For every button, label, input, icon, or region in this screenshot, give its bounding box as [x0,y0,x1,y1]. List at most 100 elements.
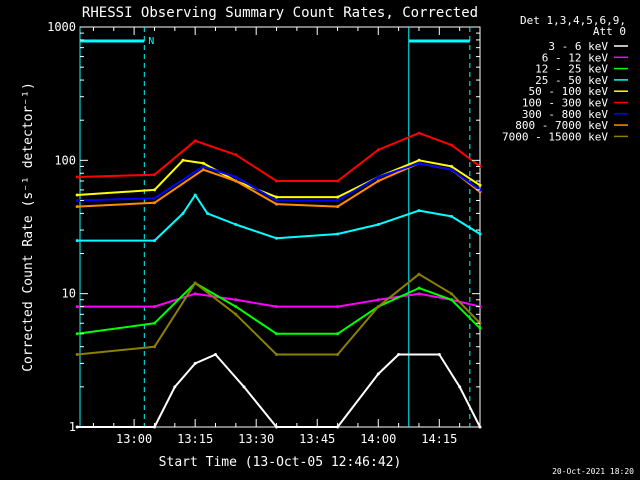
series-point [234,298,238,302]
series-point [153,201,156,205]
series-point [234,175,238,179]
series-point [275,199,278,202]
series-point [275,353,278,356]
chart-title: RHESSI Observing Summary Count Rates, Co… [82,5,478,21]
series-point [376,175,380,179]
legend-label: 6 - 12 keV [542,51,609,64]
axes: 1 10 100 1000 13:00 13:15 13:30 13:45 14:00 14:15 [47,20,481,446]
series-point [193,193,197,197]
series-point [336,195,340,199]
series-point [242,385,246,389]
series-point [458,385,462,389]
series-point [336,199,340,202]
legend-label: 3 - 6 keV [548,40,608,53]
creation-timestamp: 20-Oct-2021 18:20 [552,467,634,476]
series-line-25-50-kev [77,194,481,242]
series-point [75,332,79,336]
series-point [153,188,156,192]
x-axis-label: Start Time (13-Oct-05 12:46:42) [159,455,402,470]
series-point [153,173,156,177]
series-point [193,281,197,285]
series-point [153,196,156,200]
series-point [75,199,79,202]
series-point [417,209,421,213]
series-line-300-800-kev [77,162,481,202]
series-point [275,195,278,199]
series-point [336,332,340,336]
legend-label: 100 - 300 keV [522,97,608,110]
series-point [75,205,79,209]
series-point [153,321,156,325]
series-point [275,332,278,336]
series-point [450,168,453,172]
series-point [234,312,238,316]
series-line-7000-15000-kev [77,273,481,356]
series-point [450,143,453,147]
series-point [376,372,380,376]
series-point [75,239,79,243]
x-tick-label: 13:45 [299,432,335,446]
series-line-6-12-kev [77,292,481,308]
series-point [193,361,197,365]
series-point [193,292,197,296]
series-point [437,353,441,356]
legend-label: 12 - 25 keV [535,63,608,76]
series-point [153,345,156,349]
series-point [376,148,380,152]
y-tick-label: 1000 [47,20,76,34]
series-point [234,223,238,226]
series-point [417,272,421,276]
series-point [478,326,482,330]
series-line-100-300-kev [77,132,481,182]
legend-label: 25 - 50 keV [535,74,608,87]
series-point [417,158,421,162]
series-point [376,179,380,183]
x-tick-label: 14:15 [421,432,457,446]
series-point [336,205,340,209]
series-point [181,211,185,215]
series-point [275,179,278,183]
series-point [201,164,205,168]
series-point [417,161,421,165]
series-point [275,305,278,309]
series-line-12-25-kev [77,282,481,335]
legend-label: 800 - 7000 keV [515,119,608,132]
series-point [450,214,453,218]
series-point [275,236,278,240]
series-point [376,298,380,302]
y-tick-label: 10 [62,287,76,301]
series-point [376,305,380,309]
series-point [173,385,177,389]
legend-label: 50 - 100 keV [529,85,609,98]
legend-label: 7000 - 15000 keV [502,130,608,143]
series-point [181,158,185,162]
y-tick-label: 1 [69,420,76,434]
x-tick-label: 13:15 [177,432,213,446]
series-point [450,292,453,296]
series-point [153,305,156,309]
series-point [478,183,482,187]
series-point [450,164,453,168]
series-point [336,232,340,236]
series-point [75,305,79,309]
y-axis-label: Corrected Count Rate (s⁻¹ detector⁻¹) [21,82,36,372]
series-point [205,211,209,215]
series-point [153,239,156,243]
series-point [275,202,278,206]
x-tick-label: 14:00 [360,432,396,446]
night-label: N [148,36,154,47]
series-point [478,232,482,236]
series-point [397,353,401,356]
series-point [234,179,238,183]
series-point [376,223,380,226]
y-tick-label: 100 [54,153,76,167]
series-point [75,193,79,197]
series-point [234,153,238,157]
x-tick-label: 13:00 [116,432,152,446]
legend-label: 300 - 800 keV [522,108,608,121]
series-point [336,179,340,183]
series-point [75,175,79,179]
series-point [234,305,238,309]
series-point [417,292,421,296]
